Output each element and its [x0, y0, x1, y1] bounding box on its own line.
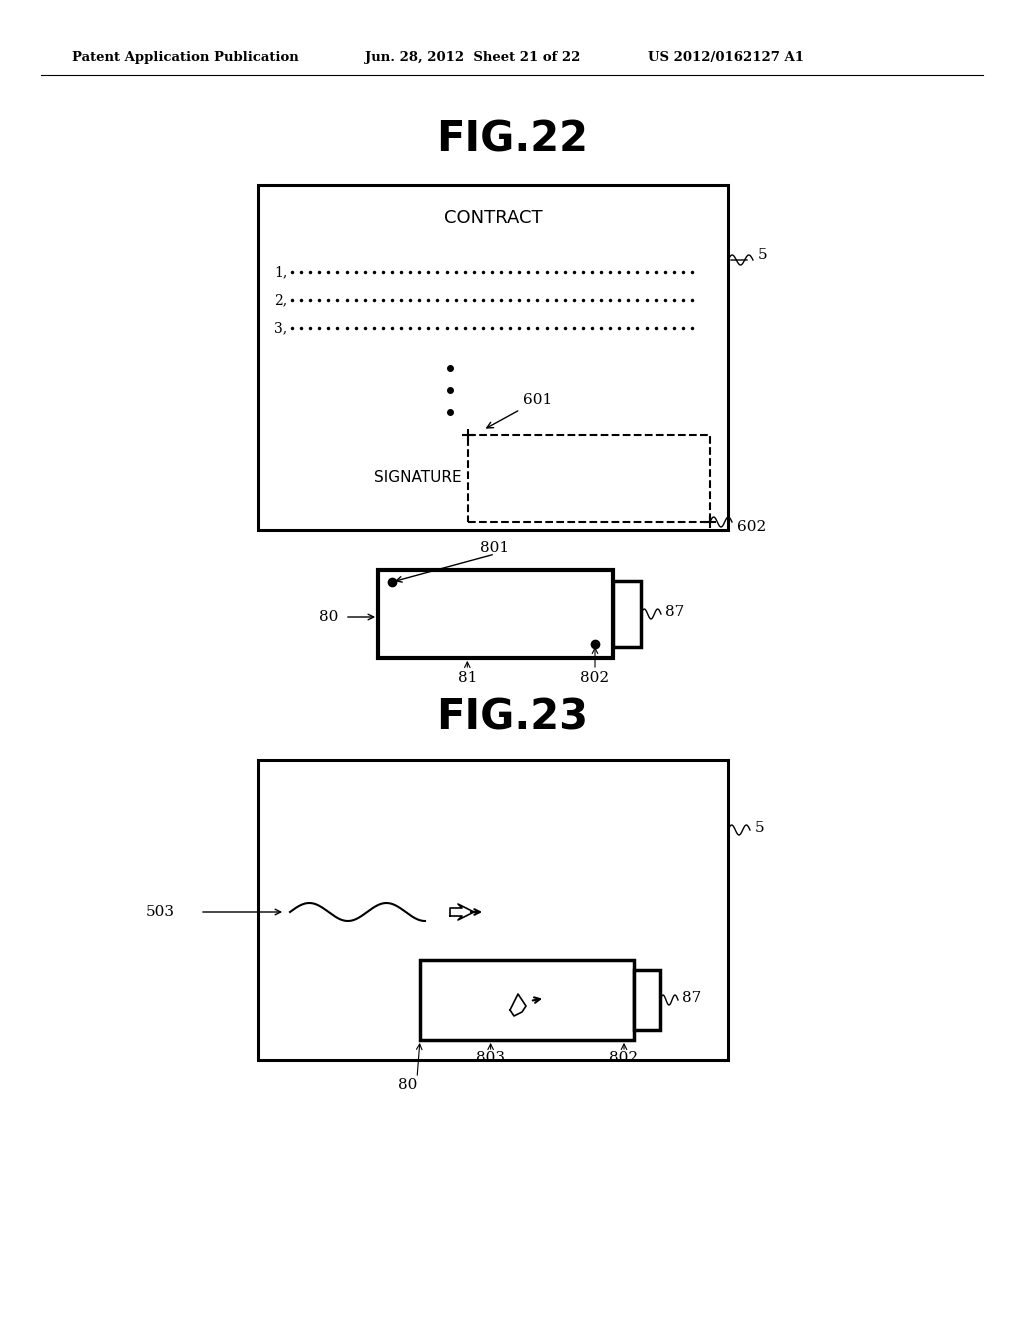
Text: 80: 80 [318, 610, 338, 624]
Text: CONTRACT: CONTRACT [443, 209, 543, 227]
Text: 5: 5 [755, 821, 765, 836]
Text: 2,: 2, [274, 293, 287, 308]
Text: 503: 503 [146, 906, 175, 919]
Text: 802: 802 [609, 1051, 639, 1065]
Text: 801: 801 [480, 541, 510, 554]
Bar [420, 960, 634, 1040]
Bar [468, 436, 710, 521]
Text: US 2012/0162127 A1: US 2012/0162127 A1 [648, 51, 804, 65]
Text: SIGNATURE: SIGNATURE [375, 470, 462, 486]
Text: 81: 81 [458, 671, 477, 685]
Text: 3,: 3, [274, 321, 287, 335]
Text: 1,: 1, [274, 265, 288, 279]
Text: Jun. 28, 2012  Sheet 21 of 22: Jun. 28, 2012 Sheet 21 of 22 [365, 51, 581, 65]
Text: Patent Application Publication: Patent Application Publication [72, 51, 299, 65]
Text: 602: 602 [737, 520, 766, 535]
Text: 87: 87 [682, 991, 701, 1005]
Text: FIG.22: FIG.22 [436, 119, 588, 161]
Text: 87: 87 [665, 605, 684, 619]
Text: 80: 80 [398, 1078, 418, 1092]
Bar [258, 760, 728, 1060]
Bar [258, 185, 728, 531]
Text: FIG.23: FIG.23 [436, 697, 588, 739]
Bar [613, 581, 641, 647]
Text: 802: 802 [581, 671, 609, 685]
Bar [634, 970, 660, 1030]
Text: 803: 803 [476, 1051, 505, 1065]
Text: 5: 5 [758, 248, 768, 261]
Text: 601: 601 [486, 393, 552, 428]
Bar [378, 570, 613, 657]
